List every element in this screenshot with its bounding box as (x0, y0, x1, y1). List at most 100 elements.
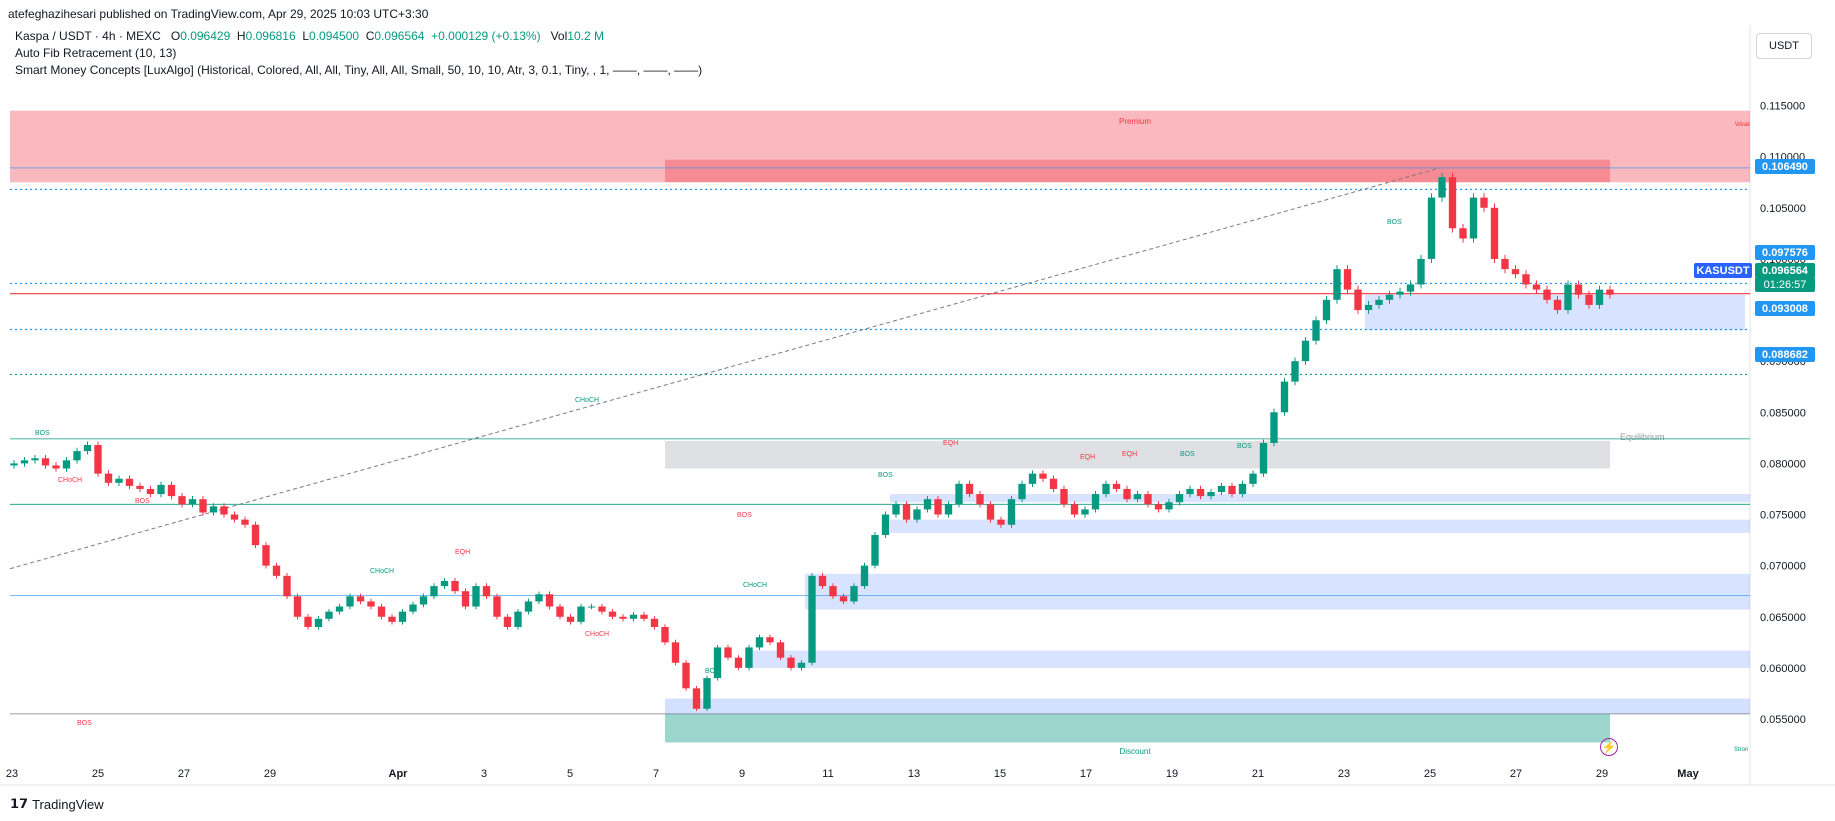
candle-body (157, 484, 165, 495)
premium-zone (10, 110, 1750, 183)
structure-label: BOS (1237, 443, 1252, 450)
indicator-smc[interactable]: Smart Money Concepts [LuxAlgo] (Historic… (15, 63, 703, 77)
volume-value: 10.2 M (567, 29, 604, 43)
structure-label: EQH (943, 440, 958, 447)
volume-label: Vol (550, 29, 568, 43)
low-label: L (302, 29, 310, 43)
candle-body (283, 575, 291, 597)
candle-body (598, 606, 606, 612)
candle-body (1585, 294, 1593, 305)
candle-body (1385, 294, 1394, 300)
structure-label: BOS (35, 430, 50, 437)
candle-body (62, 460, 71, 469)
structure-label: CHoCH (370, 568, 394, 575)
candle-body (1217, 485, 1226, 493)
y-tick-label: 0.085000 (1760, 407, 1806, 419)
candle-body (1259, 442, 1268, 474)
candle-body (619, 616, 627, 619)
order-block (890, 494, 1750, 503)
x-tick-label: 11 (822, 768, 833, 780)
candle-body (1501, 258, 1509, 270)
candle-body (724, 647, 732, 658)
candle-body (136, 485, 144, 489)
candle-body (262, 545, 270, 566)
candle-body (1060, 488, 1068, 505)
candle-body (10, 463, 18, 466)
candle-body (1606, 289, 1614, 295)
candle-body (430, 586, 438, 597)
currency-button[interactable]: USDT (1756, 33, 1812, 59)
discount-band-blue (665, 698, 1750, 714)
structure-label: EQH (1122, 451, 1137, 458)
y-tick-label: 0.080000 (1760, 458, 1806, 470)
candle-body (818, 575, 827, 587)
structure-label: BOS (135, 498, 150, 505)
candle-body (755, 637, 764, 648)
candle-body (1112, 483, 1121, 489)
indicator-fib[interactable]: Auto Fib Retracement (10, 13) (15, 46, 177, 60)
structure-label: BOS (1180, 451, 1195, 458)
candle-body (1406, 284, 1415, 292)
candle-body (52, 465, 60, 469)
x-tick-label: 5 (567, 768, 573, 780)
candle-body (976, 494, 984, 505)
flash-icon[interactable]: ⚡ (1600, 738, 1618, 756)
candle-body (955, 483, 963, 505)
x-tick-label: 25 (92, 768, 104, 780)
candle-body (661, 626, 669, 643)
x-tick-label: 23 (1338, 768, 1350, 780)
order-block (890, 519, 1750, 533)
candle-body (1333, 269, 1341, 300)
candle-body (493, 596, 501, 617)
candle-body (367, 601, 375, 607)
y-tick-label: 0.065000 (1760, 612, 1806, 624)
tradingview-logo[interactable]: 𝟭𝟳 TradingView (10, 796, 104, 812)
candle-body (1522, 274, 1530, 285)
candle-body (1049, 478, 1058, 489)
candle-body (1018, 483, 1026, 500)
candle-body (1312, 320, 1320, 341)
candle-body (104, 473, 113, 483)
publisher-line: atefeghazihesari published on TradingVie… (8, 7, 429, 21)
x-tick-label: 15 (994, 768, 1006, 780)
candle-body (398, 611, 407, 622)
structure-label: BOS (77, 720, 92, 727)
fib-trend-line (9, 167, 1441, 570)
structure-label: EQH (1080, 454, 1095, 461)
high-value: 0.096816 (245, 29, 296, 43)
x-tick-label: 9 (739, 768, 745, 780)
candle-body (1249, 473, 1257, 484)
premium-zone-inner (665, 159, 1610, 183)
candle-body (440, 580, 449, 587)
change-value: +0.000129 (+0.13%) (431, 29, 541, 43)
candle-body (199, 499, 207, 513)
candle-body (125, 478, 134, 486)
candle-body (902, 504, 911, 520)
candle-body (1595, 289, 1604, 305)
x-tick-label: Apr (389, 768, 409, 780)
candle-body (1144, 494, 1152, 505)
candle-body (1574, 284, 1583, 295)
candle-body (745, 647, 753, 668)
weak-high-label: Weak (1735, 122, 1751, 128)
structure-label: EQH (455, 549, 470, 556)
y-tick-label: 0.055000 (1760, 714, 1806, 726)
candle-body (671, 642, 680, 663)
structure-label: CHoCH (58, 477, 82, 484)
symbol-price-tag: KASUSDT (1694, 263, 1752, 278)
candle-body (850, 586, 858, 602)
candle-body (293, 596, 302, 617)
candle-body (73, 451, 81, 461)
candle-body (209, 506, 218, 513)
candle-body (1280, 381, 1289, 413)
structure-label: CHoCH (575, 397, 599, 404)
candle-body (314, 618, 323, 627)
x-tick-label: May (1677, 768, 1699, 780)
candle-body (1238, 483, 1247, 495)
symbol-name[interactable]: Kaspa / USDT · 4h · MEXC (15, 29, 161, 43)
candle-body (965, 483, 974, 495)
candle-body (1165, 502, 1173, 510)
candle-body (514, 611, 522, 627)
x-tick-label: 23 (6, 768, 18, 780)
